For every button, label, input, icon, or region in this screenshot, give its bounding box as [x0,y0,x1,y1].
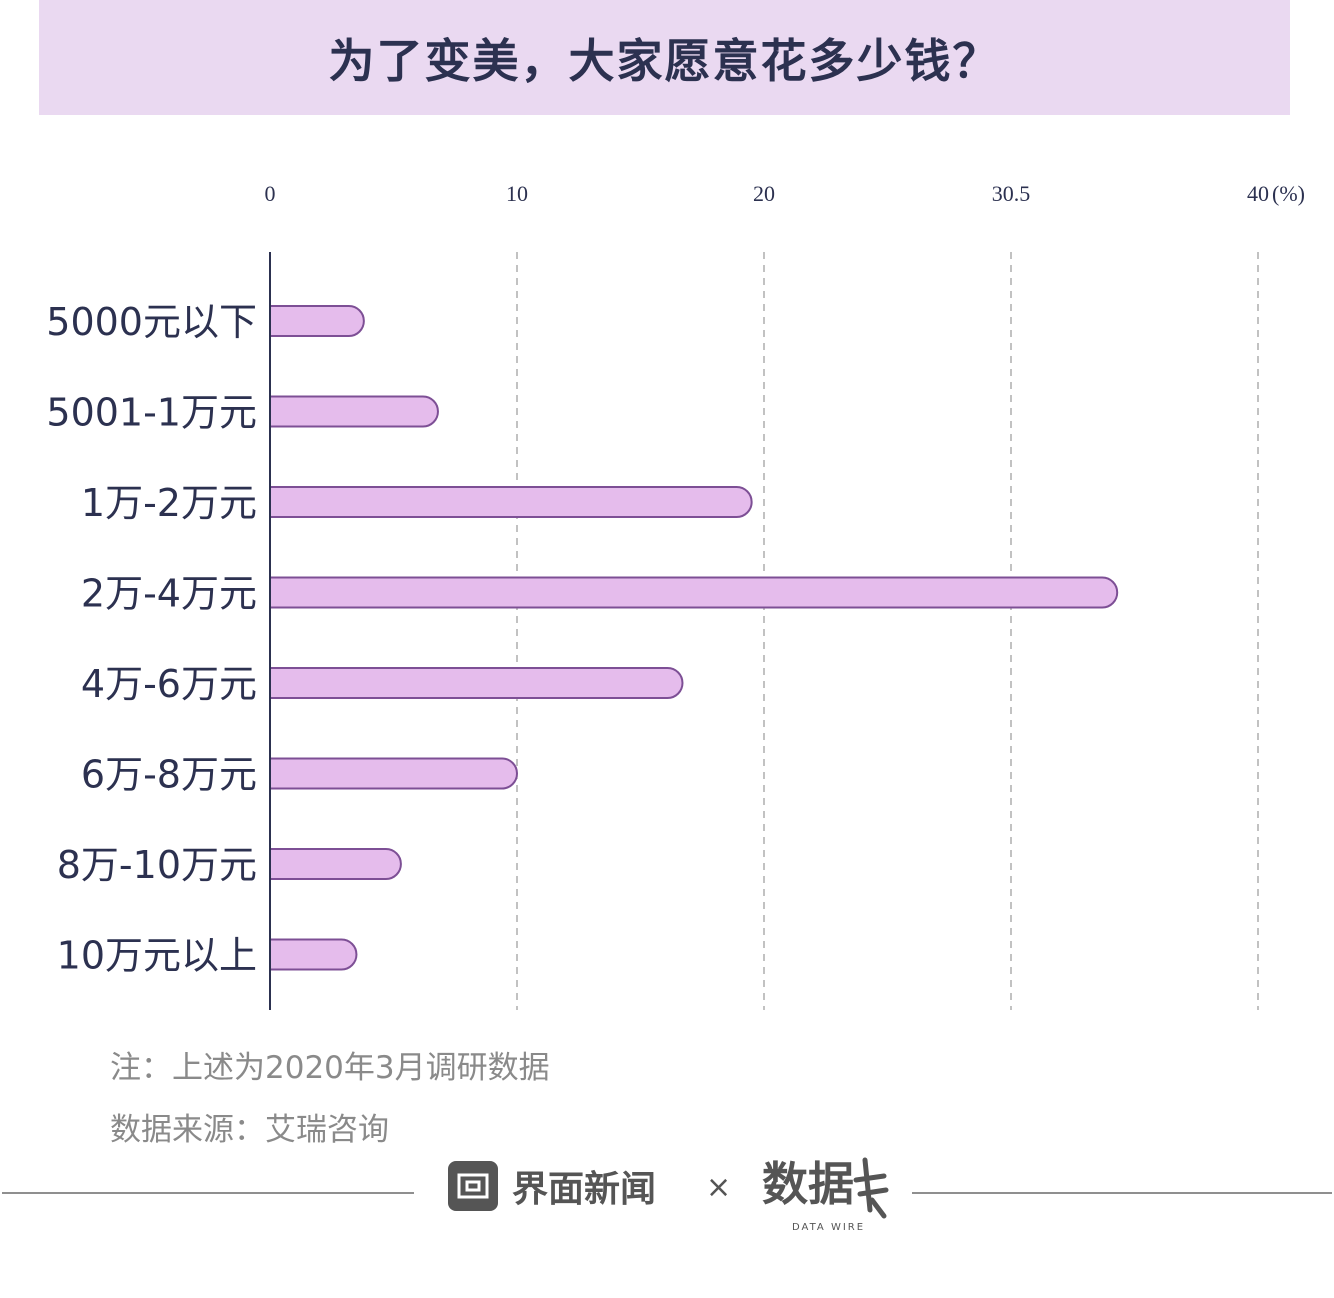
x-axis-unit: (%) [1272,181,1305,206]
bar [269,848,402,880]
bar [269,395,439,428]
bar [269,757,518,790]
brand-logo: 界面新闻 [448,1160,656,1212]
bar [269,938,358,971]
chart-title: 为了变美，大家愿意花多少钱？ [328,33,1001,88]
x-tick-label: 30.5 [992,181,1031,206]
bar [269,305,365,337]
x-tick-label: 10 [506,181,528,206]
x-tick-label: 40 [1247,181,1269,206]
category-label: 2万-4万元 [81,572,257,616]
category-label: 6万-8万元 [81,753,257,797]
category-label: 8万-10万元 [57,843,257,887]
partner-logo-sub: DATA WIRE [792,1222,865,1233]
chart-note: 注：上述为2020年3月调研数据 [110,1050,550,1086]
category-label: 4万-6万元 [81,662,257,706]
data-source: 数据来源：艾瑞咨询 [110,1112,389,1148]
footer-divider-left [2,1192,414,1194]
category-label: 5001-1万元 [46,391,257,435]
category-label: 5000元以下 [46,300,257,344]
footer-divider-right [912,1192,1332,1194]
partner-logo-stroke [853,1157,889,1219]
x-tick-label: 20 [753,181,775,206]
bar [269,667,684,699]
category-label: 1万-2万元 [81,481,257,525]
brand-name: 界面新闻 [512,1169,657,1210]
partner-logo-mark: 数据 [762,1157,854,1211]
times-symbol: × [706,1170,732,1205]
bar [269,576,1119,609]
category-label: 10万元以上 [57,934,257,978]
bar [269,486,753,518]
x-tick-label: 0 [265,181,276,206]
title-band: 为了变美，大家愿意花多少钱？ [39,0,1290,115]
partner-logo: 数据 DATA WIRE [762,1157,889,1233]
brand-badge-icon [448,1161,498,1211]
